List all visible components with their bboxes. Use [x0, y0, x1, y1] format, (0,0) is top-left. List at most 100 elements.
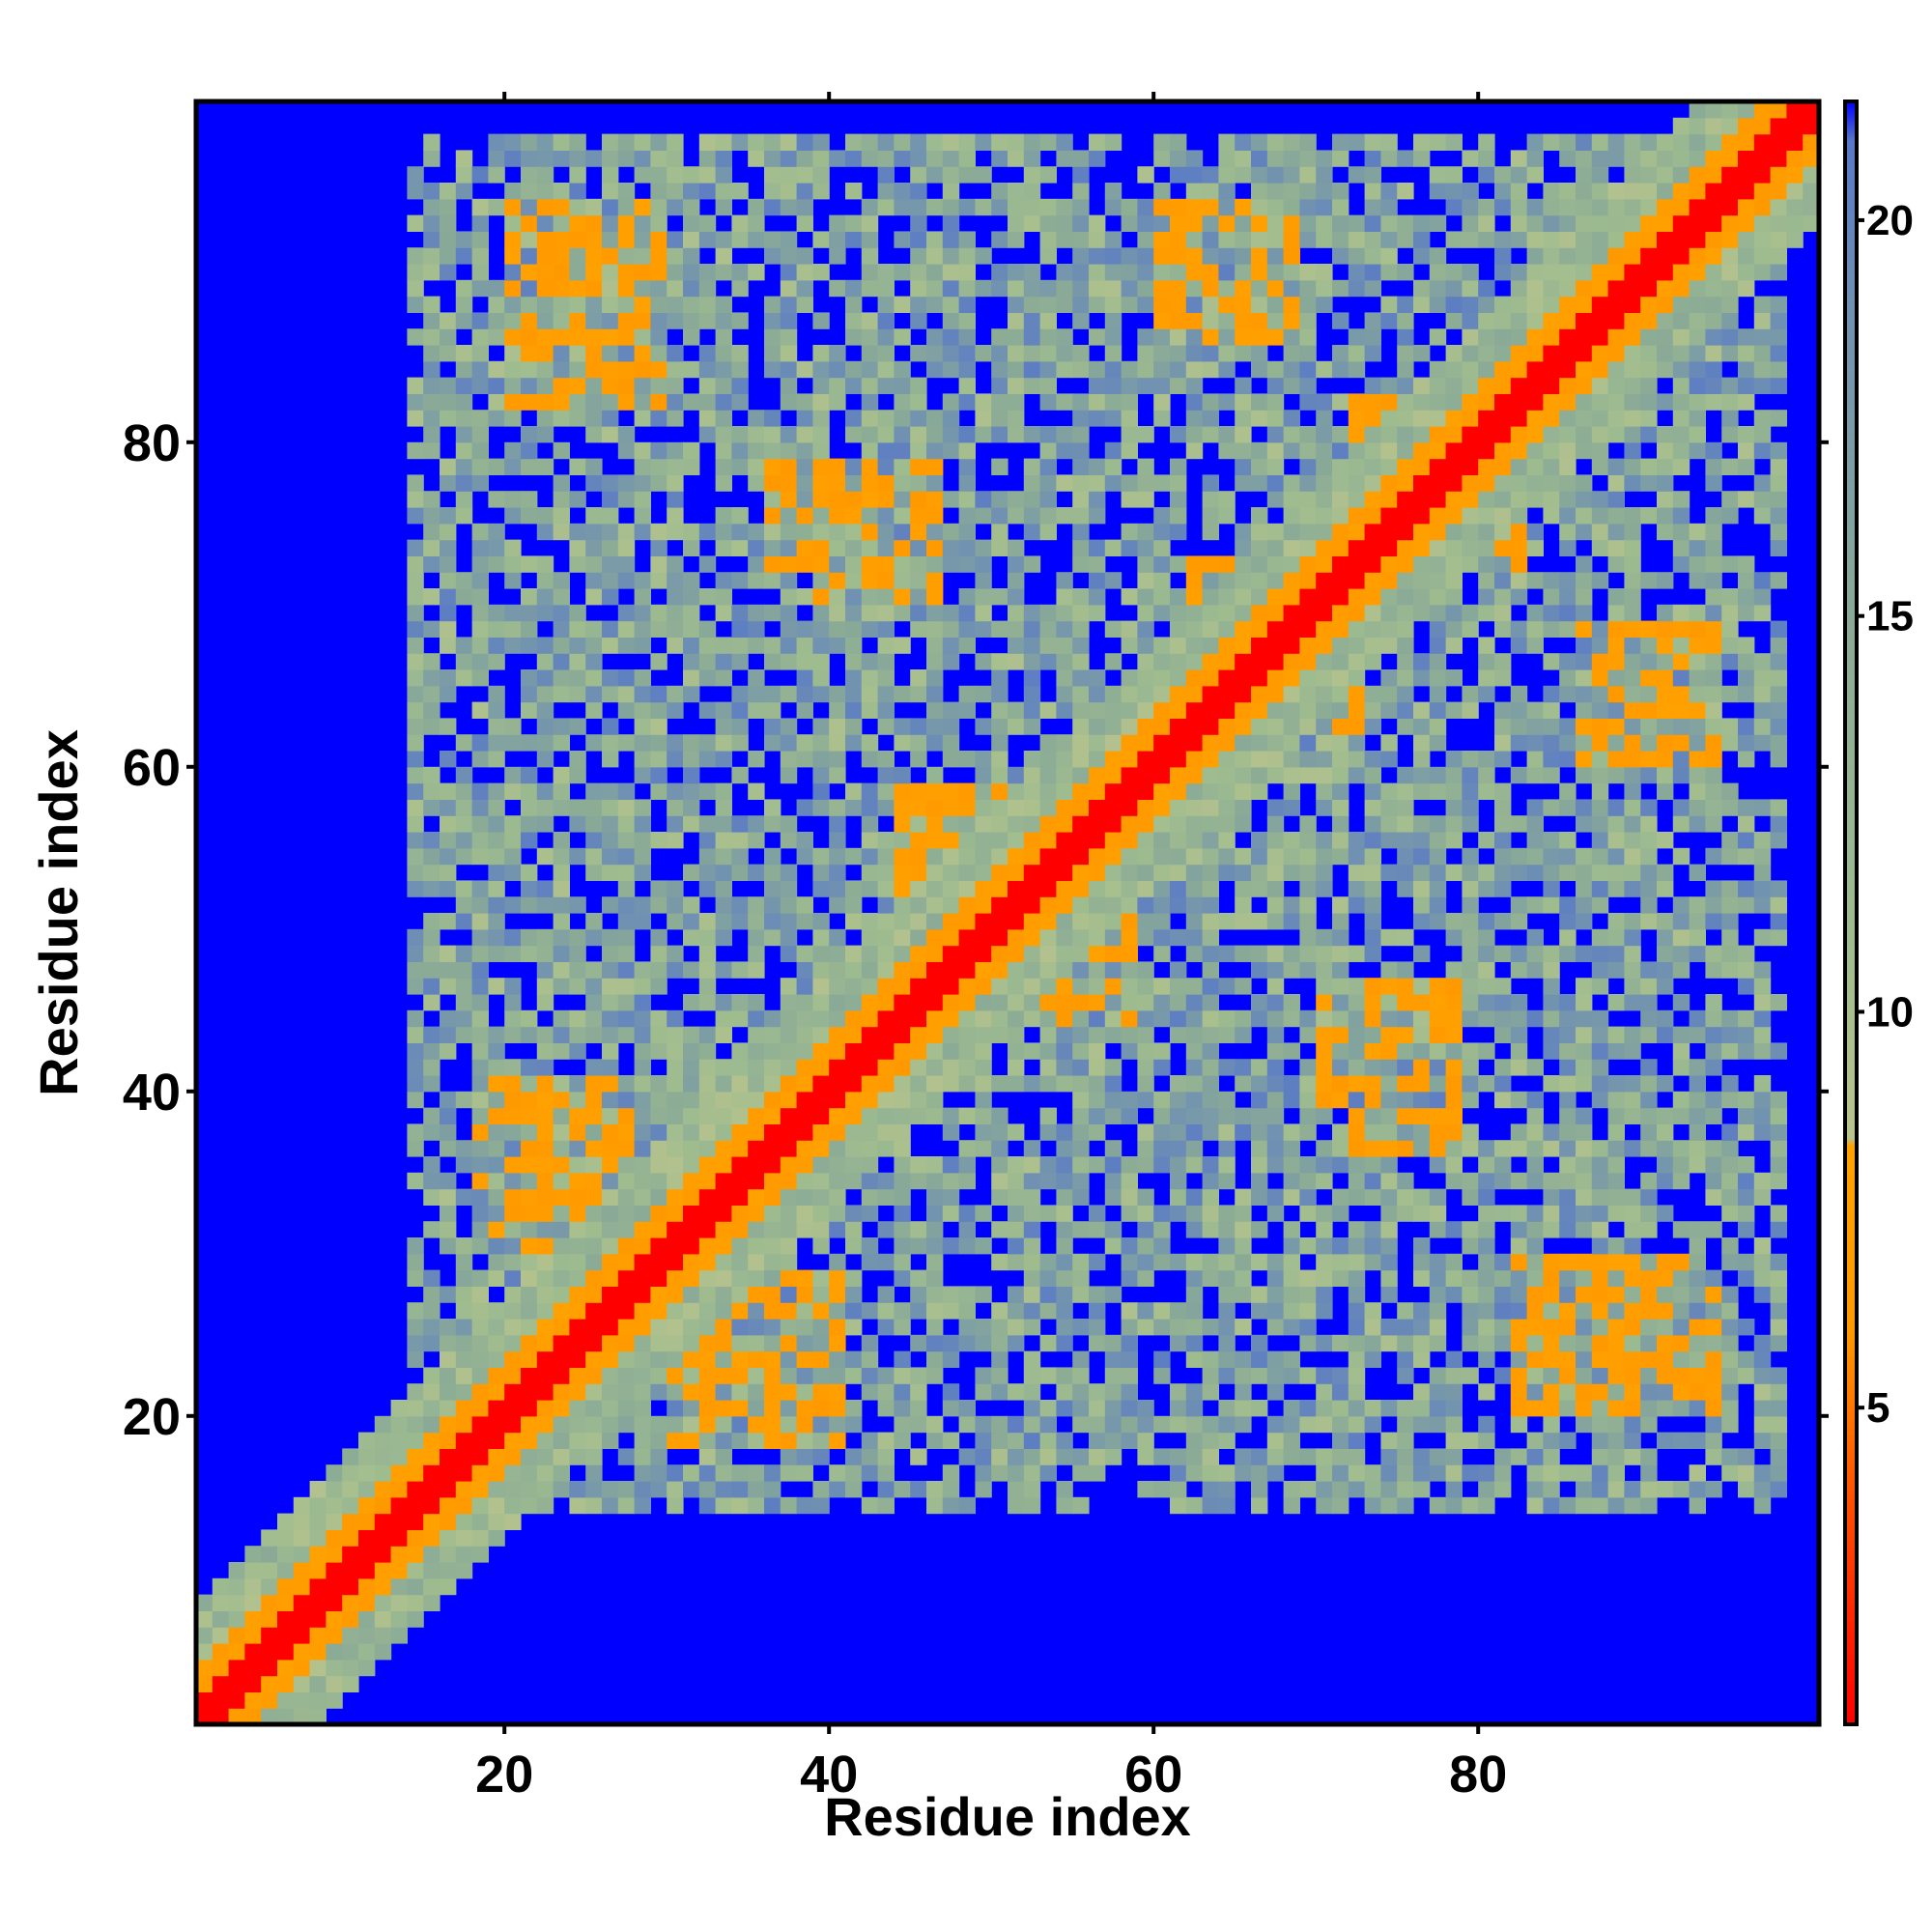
- heatmap-cell: [975, 572, 992, 589]
- heatmap-cell: [1251, 718, 1268, 735]
- heatmap-cell: [1251, 1172, 1268, 1190]
- heatmap-cell: [1039, 523, 1057, 541]
- heatmap-cell: [1072, 653, 1090, 670]
- heatmap-cell: [521, 377, 538, 394]
- heatmap-cell: [861, 1383, 879, 1401]
- heatmap-cell: [1056, 214, 1073, 232]
- heatmap-cell: [1364, 913, 1381, 930]
- heatmap-cell: [829, 279, 846, 298]
- heatmap-cell: [293, 1577, 311, 1596]
- heatmap-cell: [423, 491, 440, 508]
- heatmap-cell: [1072, 1415, 1090, 1434]
- heatmap-cell: [1235, 1107, 1252, 1124]
- heatmap-cell: [1266, 847, 1285, 866]
- heatmap-cell: [212, 1675, 230, 1692]
- heatmap-cell: [585, 555, 603, 573]
- heatmap-cell: [1348, 264, 1366, 281]
- heatmap-cell: [1348, 1367, 1366, 1384]
- heatmap-cell: [829, 1123, 846, 1141]
- heatmap-cell: [698, 1091, 717, 1109]
- heatmap-cell: [1202, 1172, 1219, 1190]
- heatmap-cell: [958, 474, 976, 492]
- heatmap-cell: [667, 523, 684, 541]
- heatmap-cell: [650, 1367, 668, 1384]
- heatmap-cell: [228, 1675, 245, 1692]
- heatmap-cell: [910, 1302, 927, 1320]
- heatmap-cell: [1348, 1026, 1366, 1043]
- heatmap-cell: [877, 1319, 895, 1336]
- heatmap-cell: [1380, 1156, 1398, 1174]
- heatmap-cell: [780, 183, 798, 200]
- heatmap-cell: [812, 507, 830, 525]
- heatmap-cell: [910, 1481, 927, 1498]
- heatmap-cell: [942, 1205, 960, 1222]
- heatmap-cell: [926, 426, 944, 443]
- heatmap-cell: [731, 1221, 749, 1238]
- heatmap-cell: [1494, 1140, 1512, 1157]
- heatmap-cell: [1510, 458, 1528, 475]
- heatmap-cell: [1153, 1319, 1171, 1336]
- heatmap-cell: [764, 133, 781, 151]
- heatmap-cell: [1266, 604, 1285, 622]
- heatmap-cell: [1380, 1334, 1398, 1352]
- heatmap-cell: [440, 669, 457, 687]
- heatmap-cell: [1494, 507, 1512, 525]
- heatmap-cell: [894, 1140, 911, 1157]
- heatmap-cell: [667, 377, 684, 394]
- heatmap-cell: [650, 214, 668, 232]
- heatmap-cell: [1494, 345, 1512, 362]
- heatmap-cell: [1137, 555, 1154, 573]
- heatmap-cell: [617, 345, 636, 362]
- heatmap-cell: [1266, 426, 1285, 443]
- heatmap-cell: [1170, 507, 1187, 525]
- heatmap-cell: [1429, 815, 1447, 833]
- heatmap-cell: [1137, 1319, 1154, 1336]
- heatmap-cell: [926, 1026, 944, 1043]
- heatmap-cell: [1380, 1481, 1398, 1498]
- heatmap-cell: [1185, 198, 1204, 216]
- heatmap-cell: [715, 507, 732, 525]
- heatmap-cell: [926, 1059, 944, 1076]
- heatmap-cell: [1218, 1400, 1236, 1417]
- heatmap-cell: [667, 393, 684, 411]
- heatmap-cell: [877, 880, 895, 897]
- heatmap-cell: [991, 345, 1009, 362]
- heatmap-cell: [1316, 426, 1333, 443]
- heatmap-cell: [1478, 832, 1495, 849]
- heatmap-cell: [1218, 734, 1236, 752]
- heatmap-cell: [471, 539, 489, 556]
- heatmap-cell: [1316, 1075, 1333, 1093]
- heatmap-cell: [1023, 847, 1041, 866]
- heatmap-cell: [667, 1302, 684, 1320]
- heatmap-cell: [829, 685, 846, 703]
- heatmap-cell: [1380, 637, 1398, 654]
- heatmap-cell: [634, 133, 651, 151]
- heatmap-cell: [748, 1221, 765, 1238]
- heatmap-cell: [1185, 555, 1204, 573]
- heatmap-cell: [1008, 637, 1025, 654]
- heatmap-cell: [1104, 264, 1122, 281]
- heatmap-cell: [845, 880, 863, 897]
- heatmap-cell: [1364, 150, 1381, 167]
- heatmap-cell: [1218, 637, 1236, 654]
- heatmap-cell: [1202, 507, 1219, 525]
- heatmap-cell: [861, 864, 879, 881]
- heatmap-cell: [277, 1659, 295, 1677]
- heatmap-cell: [1380, 1237, 1398, 1255]
- heatmap-cell: [1170, 718, 1187, 735]
- heatmap-cell: [1072, 766, 1090, 784]
- heatmap-cell: [1251, 1123, 1268, 1141]
- heatmap-cell: [1104, 815, 1122, 833]
- heatmap-cell: [617, 620, 636, 638]
- heatmap-cell: [504, 491, 522, 508]
- heatmap-cell: [1380, 1172, 1398, 1190]
- heatmap-cell: [634, 1269, 651, 1287]
- heatmap-cell: [894, 572, 911, 589]
- heatmap-cell: [1397, 555, 1414, 573]
- heatmap-cell: [602, 718, 619, 735]
- heatmap-cell: [358, 1513, 376, 1530]
- heatmap-cell: [731, 1496, 749, 1515]
- heatmap-cell: [1202, 701, 1219, 719]
- heatmap-cell: [764, 1107, 781, 1124]
- heatmap-cell: [1153, 815, 1171, 833]
